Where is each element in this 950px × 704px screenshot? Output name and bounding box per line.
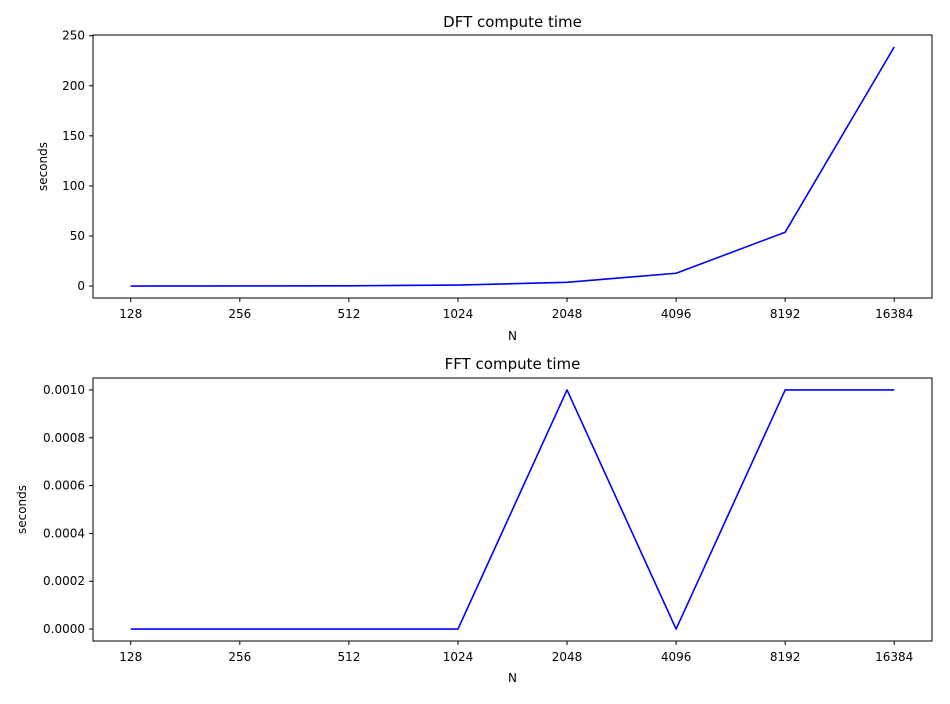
dft-y-tick-label: 50	[70, 229, 85, 243]
fft-x-tick-label: 2048	[552, 650, 583, 664]
dft-series-line	[130, 46, 895, 287]
fft-y-tick-label: 0.0006	[43, 479, 85, 493]
fft-y-tick-label: 0.0002	[43, 574, 85, 588]
fft-y-tick-label: 0.0010	[43, 383, 85, 397]
dft-data-point	[566, 281, 568, 283]
fft-x-tick-label: 1024	[443, 650, 474, 664]
dft-data-point	[130, 285, 132, 287]
dft-data-point	[348, 285, 350, 287]
fft-axes-frame	[92, 377, 933, 642]
dft-data-point	[784, 231, 786, 233]
fft-data-point	[239, 628, 241, 630]
fft-x-tick-label: 128	[119, 650, 142, 664]
fft-x-tick-label: 16384	[875, 650, 913, 664]
dft-chart-title: DFT compute time	[443, 13, 582, 31]
fft-data-point	[130, 628, 132, 630]
dft-y-tick-label: 0	[77, 279, 85, 293]
dft-data-point	[457, 284, 459, 286]
fft-data-point	[566, 389, 568, 391]
fft-series-line	[130, 389, 895, 630]
fft-x-tick-label: 256	[228, 650, 251, 664]
dft-x-tick-label: 1024	[443, 307, 474, 321]
dft-x-tick-label: 512	[337, 307, 360, 321]
dft-y-tick-label: 100	[62, 179, 85, 193]
dft-y-tick-label: 200	[62, 79, 85, 93]
fft-x-tick-label: 512	[337, 650, 360, 664]
dft-y-tick-label: 150	[62, 129, 85, 143]
fft-chart-title: FFT compute time	[445, 355, 581, 373]
dft-data-point	[893, 46, 895, 48]
fft-data-point	[457, 628, 459, 630]
fft-y-axis-label: seconds	[15, 485, 29, 534]
dft-x-tick-label: 8192	[770, 307, 801, 321]
dft-y-axis-label: seconds	[36, 142, 50, 191]
fft-y-tick-label: 0.0000	[43, 622, 85, 636]
fft-x-axis-label: N	[508, 671, 517, 685]
dft-axes-frame	[92, 34, 933, 299]
fft-data-point	[893, 389, 895, 391]
fft-x-tick-label: 8192	[770, 650, 801, 664]
dft-data-point	[675, 272, 677, 274]
fft-y-tick-label: 0.0004	[43, 526, 85, 540]
dft-x-tick-label: 256	[228, 307, 251, 321]
dft-x-tick-label: 128	[119, 307, 142, 321]
fft-data-point	[784, 389, 786, 391]
dft-data-point	[239, 285, 241, 287]
fft-data-point	[675, 628, 677, 630]
dft-x-tick-label: 2048	[552, 307, 583, 321]
fft-y-tick-label: 0.0008	[43, 431, 85, 445]
dft-x-tick-label: 4096	[661, 307, 692, 321]
fft-x-tick-label: 4096	[661, 650, 692, 664]
dft-x-axis-label: N	[508, 329, 517, 343]
fft-data-point	[348, 628, 350, 630]
dft-y-tick-label: 250	[62, 29, 85, 43]
dft-x-tick-label: 16384	[875, 307, 913, 321]
